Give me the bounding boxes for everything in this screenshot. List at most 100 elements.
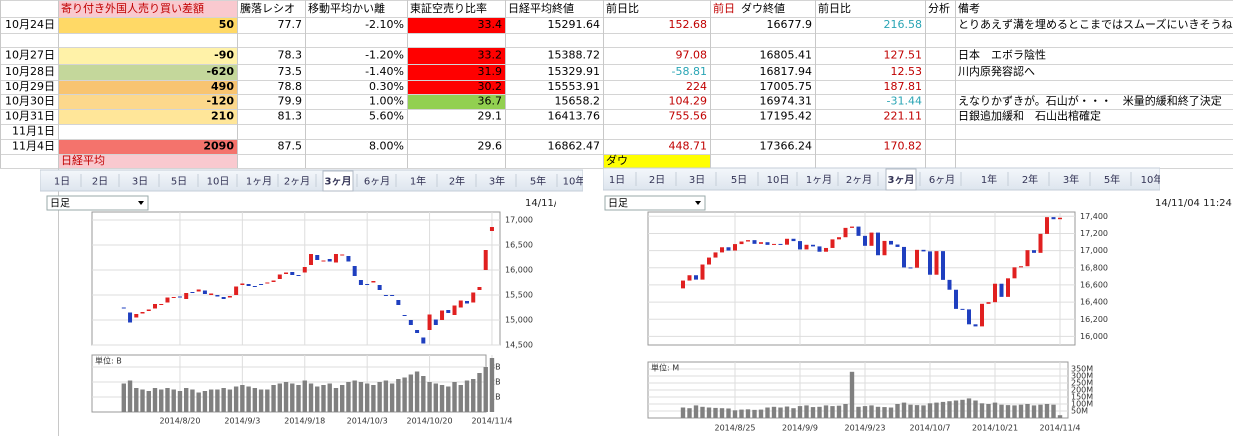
volume-bar	[713, 407, 718, 418]
tab[interactable]: 3年	[489, 175, 505, 188]
tab[interactable]: 2ヶ月	[284, 176, 310, 188]
candle	[895, 244, 900, 247]
tab[interactable]: 10日	[767, 175, 790, 186]
tab[interactable]: 1ヶ月	[806, 174, 832, 186]
volume-bar	[1044, 404, 1050, 418]
y-tick-label: 16,600	[1080, 280, 1108, 289]
tab[interactable]: 10年	[1141, 173, 1164, 186]
tab[interactable]: 1日	[54, 177, 70, 188]
header-cell: 前日比	[818, 1, 851, 15]
tab[interactable]: 6ヶ月	[364, 176, 390, 188]
candle	[934, 251, 939, 275]
header-cell: 備考	[958, 2, 980, 15]
volume-bar	[817, 406, 822, 418]
tab[interactable]: 6ヶ月	[929, 174, 955, 186]
candle	[215, 295, 220, 297]
candle	[1012, 267, 1017, 279]
tab[interactable]: 1年	[410, 175, 426, 188]
cell: 2090	[203, 140, 234, 153]
tab[interactable]: 3年	[1063, 173, 1079, 186]
header-cell: 東証空売り比率	[410, 1, 487, 15]
volume-bar	[308, 383, 314, 412]
volume-bar	[346, 382, 351, 412]
tab[interactable]: 3ヶ月	[325, 176, 352, 188]
tab[interactable]: 10日	[207, 177, 230, 188]
cell: 187.81	[884, 80, 923, 93]
tab[interactable]: 2年	[449, 175, 465, 188]
candle	[908, 267, 913, 269]
volume-bar	[202, 391, 208, 412]
cell: 16805.41	[760, 49, 813, 62]
candle	[1006, 278, 1010, 297]
tab[interactable]: 2ヶ月	[846, 174, 872, 186]
header-cell: 分析	[928, 1, 950, 15]
candle	[960, 308, 965, 310]
y-tick-label: 15,500	[505, 291, 533, 300]
candle	[746, 240, 750, 242]
candle	[1025, 250, 1030, 267]
plot-area	[91, 211, 501, 346]
candle	[171, 297, 176, 298]
volume-bar	[693, 405, 699, 418]
tab[interactable]: 5日	[731, 175, 747, 186]
tab-bar-bg	[603, 167, 1160, 191]
candle	[791, 238, 796, 242]
candle	[371, 281, 376, 283]
candle	[259, 284, 264, 285]
tab[interactable]: 2日	[92, 177, 108, 188]
tab[interactable]: 2日	[649, 175, 665, 186]
period-dropdown[interactable]	[46, 195, 149, 211]
candle	[980, 303, 984, 327]
volume-bar	[973, 400, 978, 418]
candle	[390, 295, 395, 296]
tab[interactable]: 3ヶ月	[888, 174, 915, 186]
volume-bar	[726, 408, 731, 418]
candle	[876, 232, 880, 256]
tab[interactable]: 5日	[171, 177, 187, 188]
candle	[973, 324, 978, 327]
tab[interactable]: 3日	[689, 175, 705, 186]
volume-bar	[227, 389, 233, 412]
tab[interactable]: 1ヶ月	[246, 176, 272, 188]
tab[interactable]: 3日	[132, 177, 148, 188]
candle	[421, 337, 426, 344]
candle	[726, 247, 731, 251]
volume-bar	[784, 406, 790, 418]
tab[interactable]: 5年	[1104, 173, 1120, 186]
cell: 日銀追加緩和 石山出棺確定	[958, 109, 1101, 123]
volume-bar	[383, 380, 389, 412]
volume-bar	[908, 404, 913, 418]
volume-bar	[1051, 404, 1056, 418]
volume-bar	[177, 391, 183, 412]
volume-bar	[927, 403, 933, 418]
volume-bar	[687, 408, 692, 418]
candle	[863, 235, 867, 246]
candle	[843, 227, 848, 238]
y-tick-label: 16,200	[1080, 315, 1108, 324]
volume-tick-label: 50M	[1071, 407, 1088, 416]
volume-bar	[966, 398, 972, 418]
cell: 15291.64	[548, 18, 601, 31]
candle	[365, 284, 370, 285]
candle	[889, 240, 893, 245]
tab[interactable]: 5年	[530, 175, 546, 188]
volume-bar	[719, 408, 725, 418]
cell: 15553.91	[548, 80, 601, 93]
tab[interactable]: 2年	[1022, 173, 1038, 186]
row-date: 11月4日	[12, 140, 55, 153]
volume-tick-label: 2B	[490, 378, 501, 387]
candle	[483, 250, 488, 270]
y-tick-label: 16,000	[1080, 332, 1108, 341]
volume-bar	[152, 388, 158, 412]
period-dropdown[interactable]	[604, 195, 706, 211]
tab[interactable]: 1年	[981, 173, 997, 186]
candle	[993, 283, 997, 303]
y-tick-label: 16,500	[505, 241, 533, 250]
volume-bar	[271, 385, 276, 412]
dropdown-arrow	[695, 201, 701, 205]
tab[interactable]: 10年	[563, 175, 586, 188]
volume-bar	[277, 383, 282, 412]
volume-bar	[849, 371, 855, 418]
tab[interactable]: 1日	[609, 175, 625, 186]
